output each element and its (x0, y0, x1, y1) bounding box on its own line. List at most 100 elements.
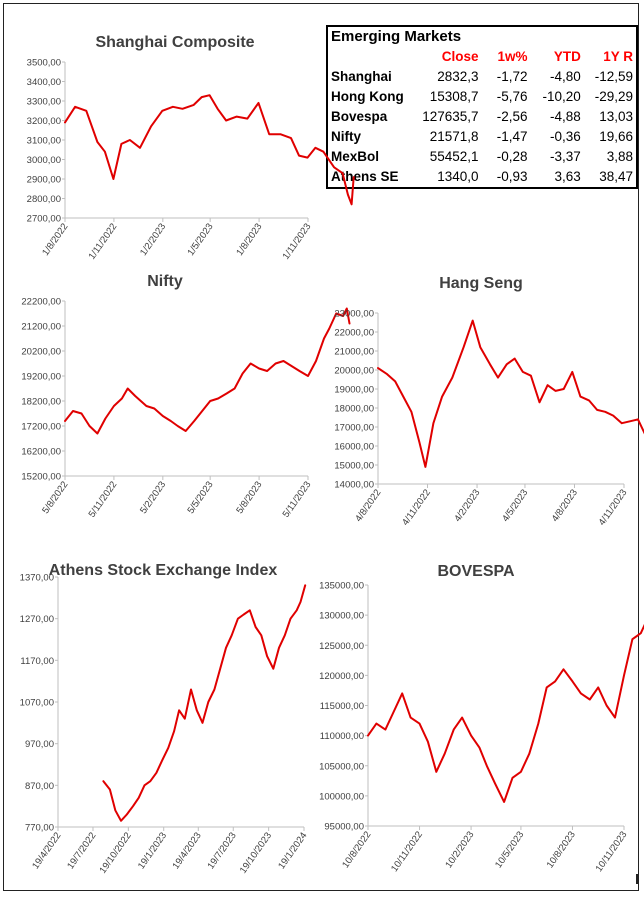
y-tick-label: 130000,00 (319, 611, 364, 622)
nifty-chart: Nifty 22200,00 21200,00 20200,00 19200,00 182… (21, 273, 351, 520)
y-tick-label: 21000,00 (334, 347, 374, 358)
x-tick-label: 1/8/2023 (234, 221, 264, 258)
x-tick-label: 19/7/2022 (65, 830, 98, 871)
y-tick-label: 19000,00 (334, 385, 374, 396)
y-tick-label: 16200,00 (21, 447, 61, 458)
row-1y: 19,66 (599, 129, 633, 144)
row-close: 21571,8 (429, 129, 479, 144)
x-tick-label: 10/2/2023 (443, 829, 476, 870)
shanghai-composite-chart: Shanghai Composite 3500,00 3400,00 3300,00 3… (27, 34, 355, 262)
y-tick-label: 1170,00 (20, 656, 54, 667)
row-1w: -1,47 (496, 129, 528, 144)
y-tick-label: 770,00 (25, 823, 54, 834)
y-tick-label: 18200,00 (21, 397, 61, 408)
row-name: Hong Kong (331, 89, 404, 104)
y-tick-label: 870,00 (25, 781, 54, 792)
y-tick-label: 21200,00 (21, 322, 61, 333)
header-1w: 1w% (497, 49, 528, 64)
row-name: Athens SE (331, 169, 399, 184)
row-ytd: -10,20 (542, 89, 581, 104)
y-tick-label: 18000,00 (334, 404, 374, 415)
y-tick-label: 2800,00 (27, 194, 61, 205)
y-tick-label: 105000,00 (319, 761, 364, 772)
x-tick-label: 10/11/2023 (594, 829, 630, 874)
x-tick-label: 4/11/2023 (597, 487, 630, 527)
row-ytd: -3,37 (550, 149, 581, 164)
table-row: Shanghai 2832,3 -1,72 -4,80 -12,59 (327, 67, 637, 87)
bovespa-chart: BOVESPA 135000,00 130000,00 125000,00 120000… (319, 563, 644, 874)
table-row: Athens SE 1340,0 -0,93 3,63 38,47 (327, 167, 637, 188)
x-tick-label: 1/11/2022 (87, 221, 120, 261)
y-tick-label: 3500,00 (27, 58, 61, 69)
y-tick-label: 3200,00 (27, 116, 61, 127)
x-tick-label: 10/8/2022 (340, 829, 373, 870)
y-tick-label: 16000,00 (334, 442, 374, 453)
row-1w: -0,28 (496, 149, 528, 164)
x-tick-label: 19/10/2023 (238, 830, 274, 875)
row-1w: -1,72 (496, 69, 528, 84)
chart-title: Hang Seng (439, 275, 523, 292)
y-tick-label: 15200,00 (21, 472, 61, 483)
x-tick-label: 4/5/2023 (500, 487, 530, 524)
x-tick-label: 10/5/2023 (493, 829, 526, 870)
y-tick-label: 3000,00 (27, 155, 61, 166)
table-row: Hong Kong 15308,7 -5,76 -10,20 -29,29 (327, 87, 637, 107)
x-tick-label: 5/11/2022 (87, 479, 120, 519)
row-1y: 3,88 (606, 149, 633, 164)
x-tick-label: 10/11/2022 (389, 829, 425, 874)
y-tick-label: 19200,00 (21, 372, 61, 383)
y-tick-label: 14000,00 (334, 480, 374, 491)
header-name (327, 47, 407, 67)
x-tick-label: 5/8/2022 (40, 479, 70, 516)
header-ytd: YTD (553, 49, 581, 64)
chart-title: Athens Stock Exchange Index (49, 562, 278, 579)
y-tick-label: 20200,00 (21, 347, 61, 358)
table-row: Nifty 21571,8 -1,47 -0,36 19,66 (327, 127, 637, 147)
y-tick-label: 22000,00 (334, 328, 374, 339)
x-tick-label: 5/8/2023 (234, 479, 264, 516)
x-tick-label: 4/8/2023 (550, 487, 580, 524)
hang-seng-chart: Hang Seng 23000,00 22000,00 21000,00 20000,0… (334, 275, 644, 528)
x-tick-label: 5/2/2023 (138, 479, 168, 516)
row-close: 1340,0 (437, 169, 479, 184)
table-row: MexBol 55452,1 -0,28 -3,37 3,88 (327, 147, 637, 167)
y-tick-label: 115000,00 (320, 701, 364, 712)
x-tick-label: 5/11/2023 (281, 479, 314, 519)
y-tick-label: 135000,00 (319, 581, 364, 592)
frame-corner-mark (636, 874, 638, 884)
x-tick-label: 19/7/2023 (205, 830, 238, 871)
x-tick-label: 1/2/2023 (138, 221, 168, 258)
y-tick-label: 110000,00 (320, 731, 364, 742)
x-tick-label: 10/8/2023 (545, 829, 578, 870)
row-1y: -12,59 (594, 69, 633, 84)
row-name: MexBol (331, 149, 380, 164)
y-tick-label: 1270,00 (20, 614, 54, 625)
row-1y: -29,29 (594, 89, 633, 104)
header-close: Close (441, 49, 479, 64)
series-line (64, 94, 355, 206)
row-name: Shanghai (331, 69, 392, 84)
y-tick-label: 3400,00 (27, 77, 61, 88)
x-tick-label: 4/8/2022 (353, 487, 383, 524)
y-tick-label: 23000,00 (334, 309, 374, 320)
page-frame (3, 3, 639, 891)
table-title: Emerging Markets (331, 28, 462, 45)
y-tick-label: 17000,00 (334, 423, 374, 434)
row-ytd: -0,36 (550, 129, 581, 144)
y-tick-label: 3300,00 (27, 97, 61, 108)
row-1y: 38,47 (599, 169, 633, 184)
row-close: 55452,1 (429, 149, 479, 164)
x-tick-label: 19/4/2022 (30, 830, 63, 871)
x-tick-label: 5/5/2023 (185, 479, 215, 516)
x-tick-label: 19/10/2022 (98, 830, 134, 875)
row-close: 2832,3 (437, 69, 479, 84)
series-line (377, 319, 644, 468)
row-1w: -5,76 (496, 89, 528, 104)
y-tick-label: 2700,00 (27, 214, 61, 225)
series-line (64, 307, 351, 435)
header-1y: 1Y R (603, 49, 633, 64)
row-ytd: -4,88 (550, 109, 581, 124)
x-tick-label: 19/1/2023 (136, 830, 169, 871)
y-tick-label: 125000,00 (319, 641, 364, 652)
